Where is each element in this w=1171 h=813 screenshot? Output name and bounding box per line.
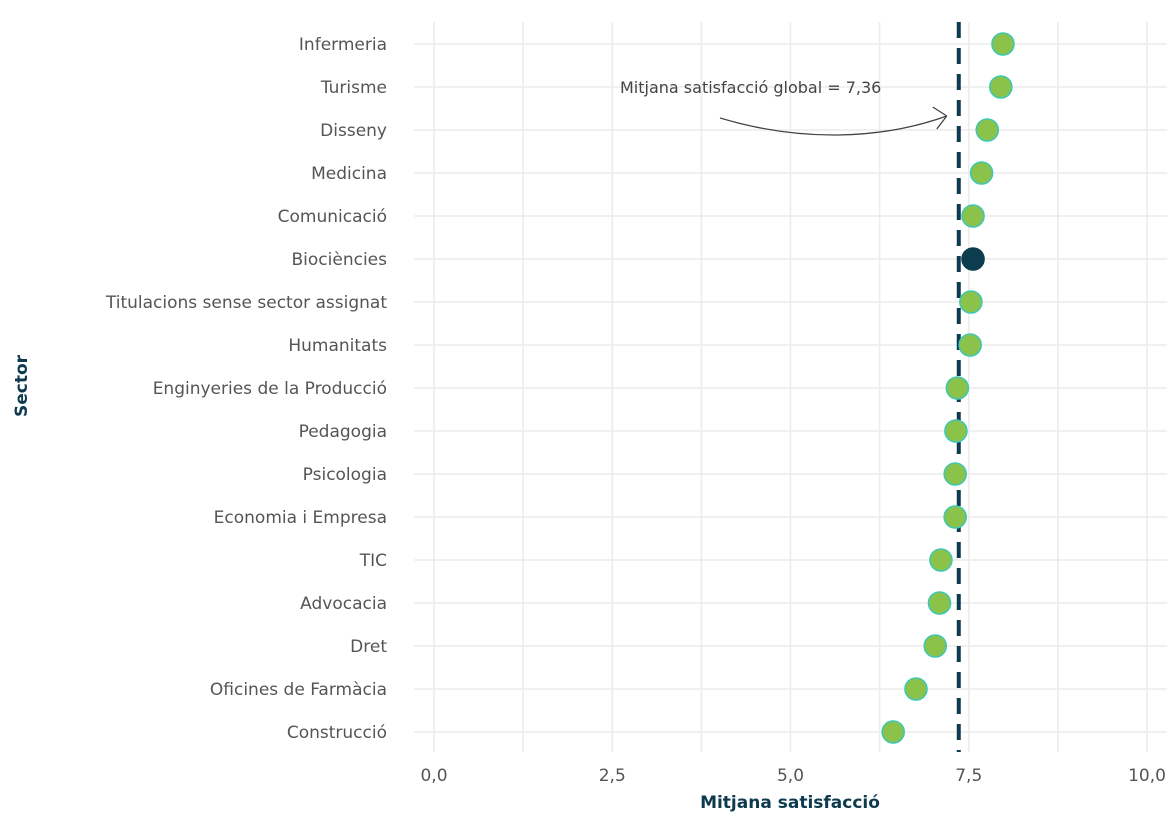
data-point [991, 32, 1015, 56]
reference-line-annotation: Mitjana satisfacció global = 7,36 [620, 78, 881, 97]
data-point [989, 75, 1013, 99]
category-label: Humanitats [288, 336, 387, 356]
category-label: Psicologia [303, 465, 387, 485]
category-label: Economia i Empresa [214, 508, 387, 528]
category-label: Oficines de Farmàcia [210, 680, 387, 700]
annotation-arrow [719, 106, 948, 136]
data-point [958, 333, 982, 357]
x-tick-labels: 0,0 2,5 5,0 7,5 10,0 [420, 766, 1165, 786]
category-label: Advocacia [300, 594, 387, 614]
category-label: Dret [350, 637, 387, 657]
category-label: Infermeria [299, 35, 387, 55]
category-label: Titulacions sense sector assignat [105, 293, 387, 313]
category-label: TIC [359, 551, 387, 571]
annotation-group: Mitjana satisfacció global = 7,36 [620, 78, 948, 136]
category-label: Construcció [287, 723, 387, 743]
category-label: Comunicació [278, 207, 387, 227]
data-point [944, 419, 968, 443]
data-point [945, 376, 970, 400]
data-point [943, 462, 968, 486]
x-tick-label: 0,0 [420, 766, 447, 786]
points [881, 32, 1015, 744]
category-label: Disseny [320, 121, 387, 141]
x-tick-label: 2,5 [599, 766, 626, 786]
data-point [929, 548, 953, 572]
data-point [927, 591, 952, 615]
category-label: Turisme [320, 78, 387, 98]
data-point [904, 677, 928, 701]
x-axis-title: Mitjana satisfacció [700, 793, 880, 813]
data-point [961, 247, 985, 271]
grid [414, 22, 1167, 752]
data-point [923, 634, 948, 658]
data-point [961, 204, 985, 228]
x-tick-label: 5,0 [777, 766, 804, 786]
data-point [881, 720, 905, 744]
category-label: Medicina [311, 164, 387, 184]
x-tick-label: 10,0 [1128, 766, 1166, 786]
category-label: Enginyeries de la Producció [153, 379, 387, 399]
category-label: Pedagogia [299, 422, 387, 442]
y-axis-title: Sector [12, 354, 32, 417]
x-tick-label: 7,5 [955, 766, 982, 786]
data-point [975, 118, 1000, 142]
data-point [969, 161, 994, 185]
data-point [943, 505, 968, 529]
category-label: Biociències [292, 250, 388, 270]
data-point [959, 290, 983, 314]
category-labels: Infermeria Turisme Disseny Medicina Comunica… [105, 35, 387, 743]
